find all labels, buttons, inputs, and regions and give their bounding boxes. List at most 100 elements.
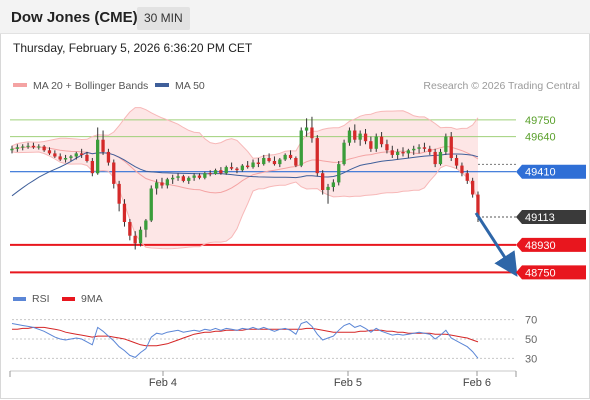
bull-candle-body <box>347 130 352 143</box>
candle <box>310 116 314 143</box>
candle <box>171 174 175 184</box>
bear-candle-body <box>80 153 84 155</box>
ma20-swatch-icon <box>13 83 27 88</box>
timeframe-badge[interactable]: 30 MIN <box>137 7 190 30</box>
moving-averages <box>11 107 479 250</box>
bull-candle-body <box>165 179 169 186</box>
bear-candle-body <box>363 133 368 142</box>
time-axis: Feb 4 Feb 5 Feb 6 <box>9 370 517 389</box>
bull-candle-body <box>224 167 228 174</box>
resistance-label: 49640 <box>525 132 556 144</box>
candle <box>219 167 223 175</box>
candle <box>331 179 335 192</box>
bear-candle-body <box>47 150 52 154</box>
bear-candle-body <box>90 161 94 174</box>
candle <box>385 139 389 154</box>
bull-candle-body <box>412 148 416 151</box>
candle <box>63 154 68 163</box>
bull-candle-body <box>149 188 153 221</box>
candlesticks <box>10 116 480 250</box>
bull-candle-body <box>192 175 196 178</box>
bear-candle-body <box>321 173 325 190</box>
ma50-line <box>11 151 479 197</box>
bull-candle-body <box>69 156 73 158</box>
price-tag-label: 49410 <box>525 167 556 179</box>
bull-candle-body <box>240 165 244 171</box>
bull-candle-body <box>203 173 207 178</box>
bollinger-band-fill <box>12 107 478 249</box>
bull-candle-body <box>74 153 78 157</box>
bear-candle-body <box>390 150 394 155</box>
candle <box>31 142 36 149</box>
timestamp: Thursday, February 5, 2026 6:36:20 PM CE… <box>13 41 253 55</box>
candle <box>37 144 41 150</box>
candle <box>187 176 191 184</box>
bear-candle-body <box>235 168 239 171</box>
bear-candle-body <box>294 158 298 166</box>
bear-candle-body <box>310 127 314 139</box>
candle <box>208 170 212 177</box>
pivot-price-tag: 49410 <box>516 164 586 179</box>
candle <box>374 133 378 152</box>
candle <box>267 153 271 163</box>
candle <box>58 153 62 162</box>
candle <box>96 127 100 175</box>
candle <box>21 144 25 151</box>
rsi-ma-legend-label: 9MA <box>81 293 103 305</box>
candle <box>412 145 416 155</box>
bull-candle-body <box>438 151 443 165</box>
bull-candle-body <box>278 159 282 165</box>
legend-ma20: MA 20 + Bollinger Bands <box>13 80 148 92</box>
support-price-tag: 48750 <box>516 265 586 280</box>
candle <box>133 231 137 250</box>
rsi-legend-label: RSI <box>32 293 50 305</box>
candle <box>101 130 105 155</box>
candle <box>444 133 448 155</box>
bear-candle-body <box>353 130 357 140</box>
candle <box>176 173 180 181</box>
bear-candle-body <box>106 151 111 163</box>
candle <box>165 177 169 189</box>
bull-candle-body <box>21 146 25 148</box>
candle <box>353 124 357 143</box>
candle <box>138 226 143 247</box>
candle <box>283 153 287 162</box>
bull-candle-body <box>262 158 266 165</box>
bull-candle-body <box>304 127 309 131</box>
bull-candle-body <box>444 136 448 152</box>
bear-candle-body <box>272 161 277 165</box>
candle <box>379 132 384 148</box>
bear-candle-body <box>197 175 202 178</box>
rsi-line <box>11 321 479 359</box>
candle <box>358 130 362 146</box>
bull-candle-body <box>417 147 421 149</box>
bear-candle-body <box>476 194 480 217</box>
candle <box>160 177 164 189</box>
price-scale: 49750 49640 49410 49113 48930 48750 <box>516 115 586 280</box>
candle <box>122 199 127 227</box>
bear-candle-body <box>160 182 164 186</box>
bear-candle-body <box>122 203 127 222</box>
candle <box>347 127 352 146</box>
bull-candle-body <box>283 154 287 160</box>
candle <box>433 148 437 168</box>
candle <box>288 150 293 160</box>
price-tag-background <box>516 265 586 280</box>
bear-candle-body <box>208 173 212 175</box>
candle <box>460 162 464 177</box>
bull-candle-body <box>10 148 14 151</box>
instrument-title: Dow Jones (CME) <box>11 9 138 26</box>
bear-candle-body <box>58 156 62 160</box>
candle <box>85 151 89 163</box>
candle <box>69 154 73 162</box>
candle <box>203 171 207 180</box>
bull-candle-body <box>342 142 346 165</box>
bull-candle-body <box>251 162 255 168</box>
candle <box>465 170 469 184</box>
candle <box>438 148 443 166</box>
price-tag-background <box>516 210 586 224</box>
bollinger-bands <box>12 107 478 249</box>
candle <box>213 168 218 175</box>
bear-candle-body <box>315 138 319 174</box>
